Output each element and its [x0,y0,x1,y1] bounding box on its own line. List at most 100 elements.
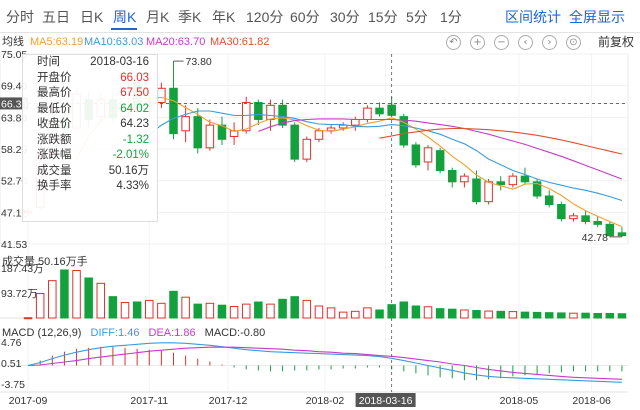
tooltip-row: 开盘价 66.03 [23,71,157,87]
max-price-label: 73.80 [186,56,212,68]
x-tick-label: 2018-05 [500,395,539,407]
scroll-left-icon[interactable]: ‹ [518,35,533,50]
volume-tick-label: 93.72万 [1,288,38,300]
restore-icon[interactable]: ⊙ [566,35,581,50]
volume-bar [605,312,615,319]
tooltip-value: 64.02 [120,102,149,115]
tooltip-value: 4.33% [116,180,149,192]
candle-body [338,124,348,129]
x-tick-label: 2018-03-16 [359,395,413,407]
dea-legend: DEA:1.86 [148,327,196,339]
tooltip-row: 成交量 50.16万 [23,164,157,180]
candle-body [617,232,627,237]
volume-bar [84,277,93,319]
tooltip-value: 64.23 [120,118,149,130]
candle-body [241,101,251,132]
candle-body [266,104,275,120]
volume-bar [181,296,190,319]
volume-bar [157,302,166,319]
range-stats-link[interactable]: 区间统计 [505,9,561,25]
tooltip-row: 最高价 67.50 [23,86,157,102]
diff-line [27,342,622,383]
tooltip-row: 涨跌幅 -2.01% [23,148,157,164]
tooltip-value: -1.32 [122,133,149,146]
tooltip-label: 换手率 [37,180,72,192]
candle-body [435,150,445,171]
ma5-legend: MA5:63.19 [30,36,84,48]
candle-body [532,181,542,197]
candle-body [557,203,566,220]
zoom-in-icon[interactable]: + [470,35,485,50]
volume-bar [387,304,396,319]
candle-body [326,127,336,132]
volume-bar [484,310,493,319]
tab-2[interactable]: 日K [80,9,104,25]
volume-bar [169,290,178,319]
x-tick-label: 2017-12 [209,395,248,407]
volume-bar [302,299,312,319]
volume-bar [338,311,348,319]
candle-body [314,130,324,140]
tab-6[interactable]: 年K [212,9,236,25]
ma10-line [136,110,623,202]
candle-body [448,169,457,183]
volume-bar [435,308,445,319]
ma30-legend: MA30:61.82 [210,36,270,48]
candle-body [399,116,409,146]
tab-7[interactable]: 120分 [246,9,284,25]
candle-body [569,215,578,220]
tab-5[interactable]: 季K [178,9,202,25]
zoom-out-icon[interactable]: − [494,35,509,50]
ma30-line [379,127,623,155]
ma5-line [76,96,623,228]
tab-0[interactable]: 分时 [6,9,34,25]
volume-bar [423,306,433,319]
tooltip-value: -2.01% [112,149,149,161]
volume-bar [48,280,57,319]
date-highlight-box [355,393,416,407]
candle-body [157,87,166,103]
tab-10[interactable]: 15分 [368,9,398,25]
candle-body [423,147,433,163]
volume-bar [193,303,202,319]
tab-8[interactable]: 60分 [290,9,320,25]
volume-bar [23,317,33,320]
ma20-legend: MA20:63.70 [146,36,206,48]
volume-bar [266,303,275,319]
tooltip-label: 最高价 [37,87,72,99]
volume-bar [278,298,287,319]
volume-title: 成交量 50.16万手 [2,256,88,268]
candle-body [496,181,505,186]
tab-1[interactable]: 五日 [42,9,70,25]
tab-12[interactable]: 1分 [440,9,462,25]
scroll-right-icon[interactable]: › [542,35,557,50]
tab-11[interactable]: 5分 [406,9,428,25]
candle-body [254,101,263,120]
tab-3[interactable]: 周K [113,9,137,25]
volume-bar [508,311,518,319]
volume-bar [557,312,566,319]
volume-bar [145,299,154,319]
price-adjust-toggle[interactable]: 前复权 [597,35,634,49]
volume-bar [351,310,360,319]
tooltip-row: 最低价 64.02 [23,102,157,118]
min-price-label: 42.78 [582,232,608,244]
macd-param-label: MACD (12,26,9) [2,327,82,339]
candle-body [205,124,215,149]
candle-body [460,175,469,183]
x-tick-label: 2017-09 [9,395,48,407]
candle-body [375,107,384,115]
tooltip-row: 换手率 4.33% [23,179,157,195]
tab-9[interactable]: 30分 [330,9,360,25]
fullscreen-link[interactable]: 全屏显示 [569,9,625,25]
x-tick-label: 2017-11 [130,395,168,407]
tooltip-label: 时间 [37,56,60,68]
x-tick-label: 2018-02 [306,395,345,407]
volume-bar [108,296,118,319]
candle-body [593,220,602,225]
macd-tick-label: 0.51 [1,358,22,370]
volume-bar [229,306,239,319]
undo-icon[interactable]: ↶ [446,35,461,50]
volume-bar [375,309,384,319]
tab-4[interactable]: 月K [146,9,170,25]
